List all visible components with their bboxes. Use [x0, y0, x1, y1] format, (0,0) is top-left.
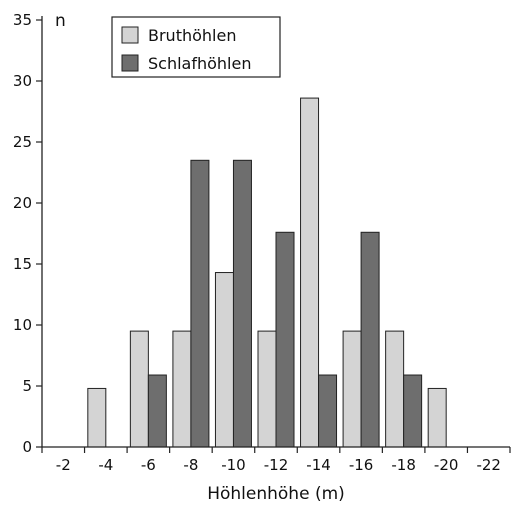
legend-label: Bruthöhlen: [148, 26, 236, 45]
bars-layer: [87, 97, 447, 448]
bar-bruthoehlen--10: [214, 272, 234, 448]
bar-bruthoehlen--18: [385, 330, 405, 448]
bar-bruthoehlen--8: [172, 330, 192, 448]
bar-bruthoehlen--12: [257, 330, 277, 448]
x-tick-label: -14: [306, 456, 331, 474]
x-tick-label: -6: [141, 456, 156, 474]
y-tick-label: 30: [13, 72, 32, 90]
legend-box: [111, 16, 281, 78]
x-axis-label: Höhlenhöhe (m): [207, 484, 345, 504]
y-tick-label: 25: [13, 133, 32, 151]
bar-schlafhoehlen--12: [275, 231, 295, 448]
bar-schlafhoehlen--14: [318, 374, 338, 448]
bar-schlafhoehlen--6: [147, 374, 167, 448]
bar-bruthoehlen--6: [129, 330, 149, 448]
x-tick-label: -12: [264, 456, 289, 474]
axes-layer: 0 5 10 15 20 25 30 35 -2 -4 -6 -8 -10 -12 -14 -16 -18 -20…: [13, 11, 511, 474]
bar-bruthoehlen--4: [87, 387, 107, 448]
y-tick-label: 20: [13, 194, 32, 212]
legend-swatch: [121, 54, 139, 72]
y-tick-label: 35: [13, 11, 32, 29]
legend-swatch: [121, 26, 139, 44]
bar-bruthoehlen--16: [342, 330, 362, 448]
bar-bruthoehlen--20: [427, 387, 447, 448]
x-tick-label: -4: [98, 456, 113, 474]
bar-schlafhoehlen--16: [360, 231, 380, 448]
y-tick-label: 10: [13, 316, 32, 334]
y-tick-label: 5: [22, 377, 32, 395]
bar-schlafhoehlen--8: [190, 159, 210, 448]
x-tick-label: -18: [391, 456, 416, 474]
bar-bruthoehlen--14: [300, 97, 320, 448]
x-tick-label: -22: [476, 456, 501, 474]
x-tick-label: -16: [349, 456, 374, 474]
y-tick-label: 0: [22, 438, 32, 456]
bar-schlafhoehlen--18: [403, 374, 423, 448]
y-tick-label: 15: [13, 255, 32, 273]
bar-schlafhoehlen--10: [232, 159, 252, 448]
legend: Bruthöhlen Schlafhöhlen: [111, 16, 281, 78]
x-tick-label: -2: [56, 456, 71, 474]
legend-label: Schlafhöhlen: [148, 54, 251, 73]
x-tick-label: -20: [434, 456, 459, 474]
x-tick-label: -8: [183, 456, 198, 474]
y-axis-label: n: [55, 11, 66, 31]
x-tick-label: -10: [221, 456, 246, 474]
